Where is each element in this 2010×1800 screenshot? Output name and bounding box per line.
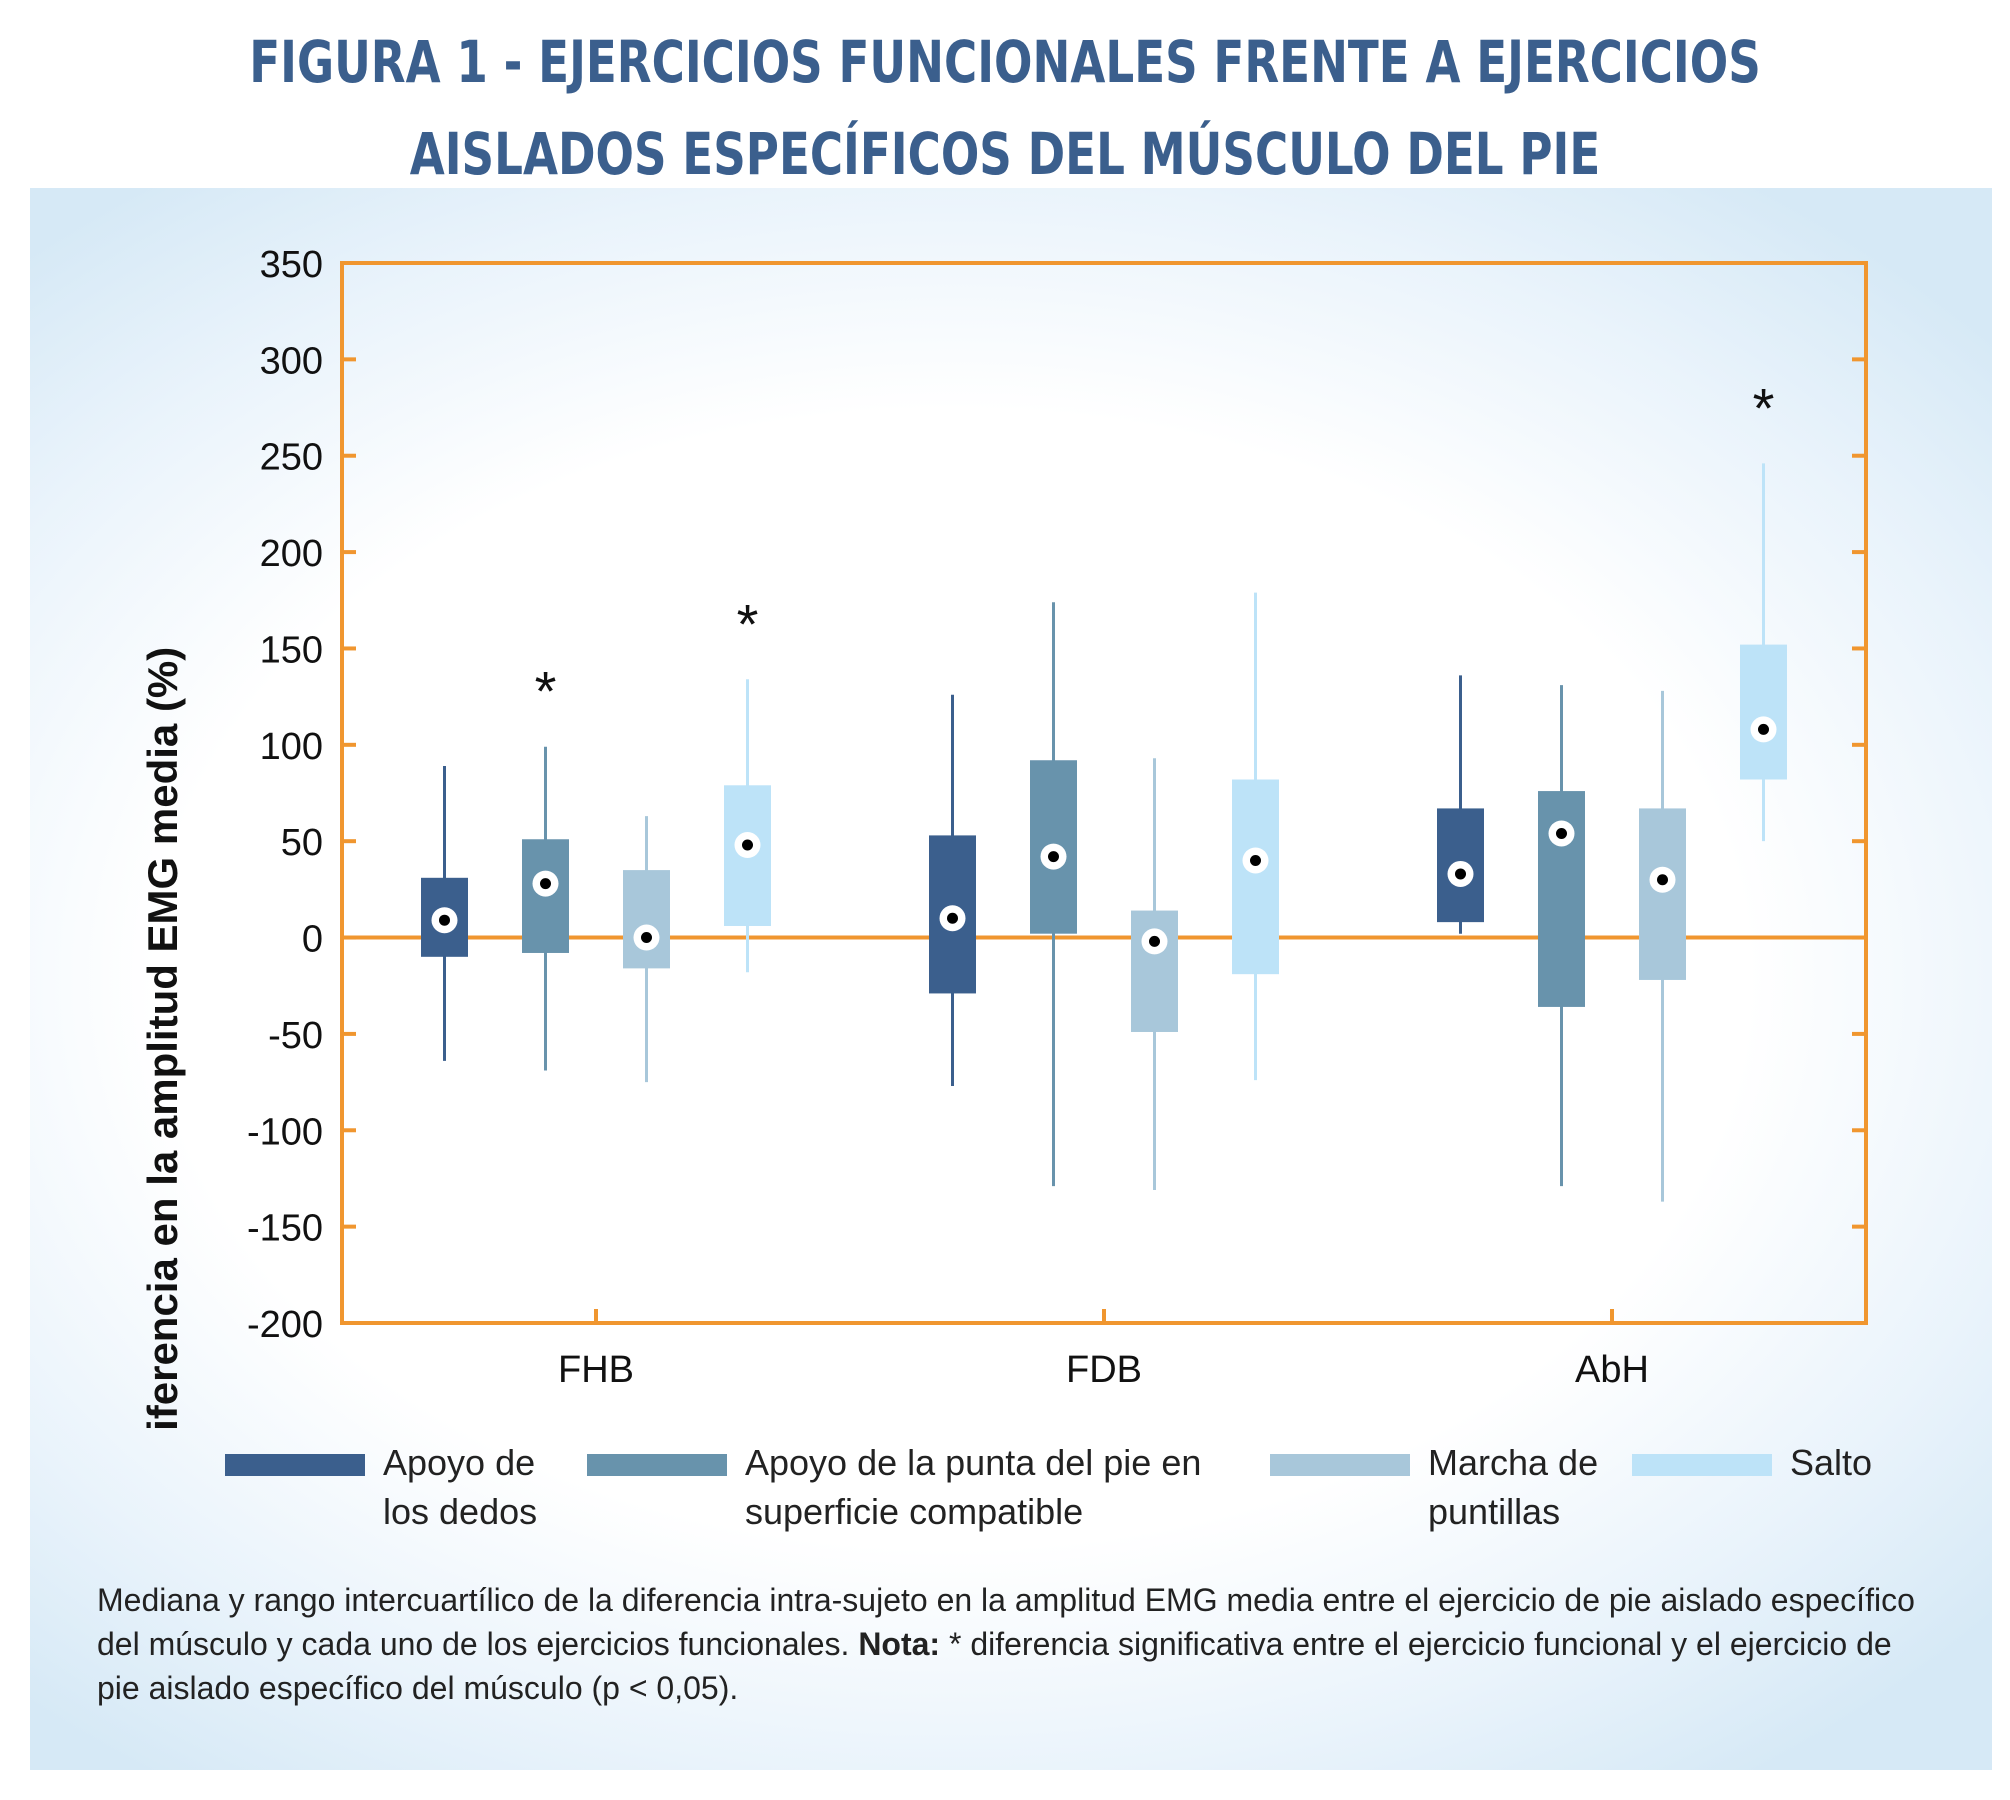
box [1232,779,1279,975]
y-tick-label: -150 [247,1208,323,1250]
y-tick-label: -200 [247,1304,323,1346]
y-tick-label: 200 [260,533,323,575]
median-dot [1149,935,1160,947]
box [623,870,670,969]
caption-note-label: Nota: [858,1626,941,1662]
plot-frame [340,261,1868,1325]
legend-label: Marcha de puntillas [1428,1442,1599,1532]
y-tick-label: -100 [247,1111,323,1153]
legend-label: Salto [1790,1442,1873,1483]
box [1740,644,1787,780]
box-plot: 350 300 250 200 150 100 50 0 -50 -100 -150 -200 FHB F… [139,244,1868,1430]
y-tick-label: 100 [260,726,323,768]
significance-marker: * [535,660,557,723]
y-tick-label: 50 [281,822,323,864]
y-tick-label: 350 [260,244,323,286]
figure-caption: Mediana y rango intercuartílico de la di… [97,1578,1917,1710]
y-tick-label: -50 [268,1015,323,1057]
median-dot [1657,874,1668,886]
figure-title: Figura 1 - Ejercicios funcionales frente… [249,28,1761,188]
x-tick-label: FHB [558,1349,634,1391]
median-dot [1048,851,1059,863]
legend-label: Apoyo de los dedos [383,1442,538,1532]
legend-swatch [1270,1454,1410,1476]
legend-swatch [587,1454,727,1476]
caption-text: Mediana y rango intercuartílico de la di… [97,1582,1915,1662]
median-dot [641,932,652,944]
significance-marker: * [737,592,759,655]
median-dot [1455,868,1466,880]
y-tick-label: 150 [260,629,323,671]
legend-swatch [1632,1454,1772,1476]
x-tick-label: AbH [1575,1349,1649,1391]
x-tick-label: FDB [1066,1349,1142,1391]
y-tick-label: 300 [260,340,323,382]
legend-label: Apoyo de la punta del pie en superficie … [745,1442,1202,1532]
y-axis-label: Diferencia en la amplitud EMG media (%) [139,647,186,1430]
median-dot [1250,854,1261,866]
median-dot [1556,827,1567,839]
significance-marker: * [1753,376,1775,439]
median-dot [742,839,753,851]
y-tick-label: 0 [302,919,323,961]
median-dot [439,914,450,926]
median-dot [1758,723,1769,735]
legend-swatch [225,1454,365,1476]
box [1639,808,1686,980]
y-tick-label: 250 [260,437,323,479]
median-dot [540,878,551,890]
caption-note-text: * diferencia significativa entre el ejer… [97,1626,1892,1706]
median-dot [947,912,958,924]
